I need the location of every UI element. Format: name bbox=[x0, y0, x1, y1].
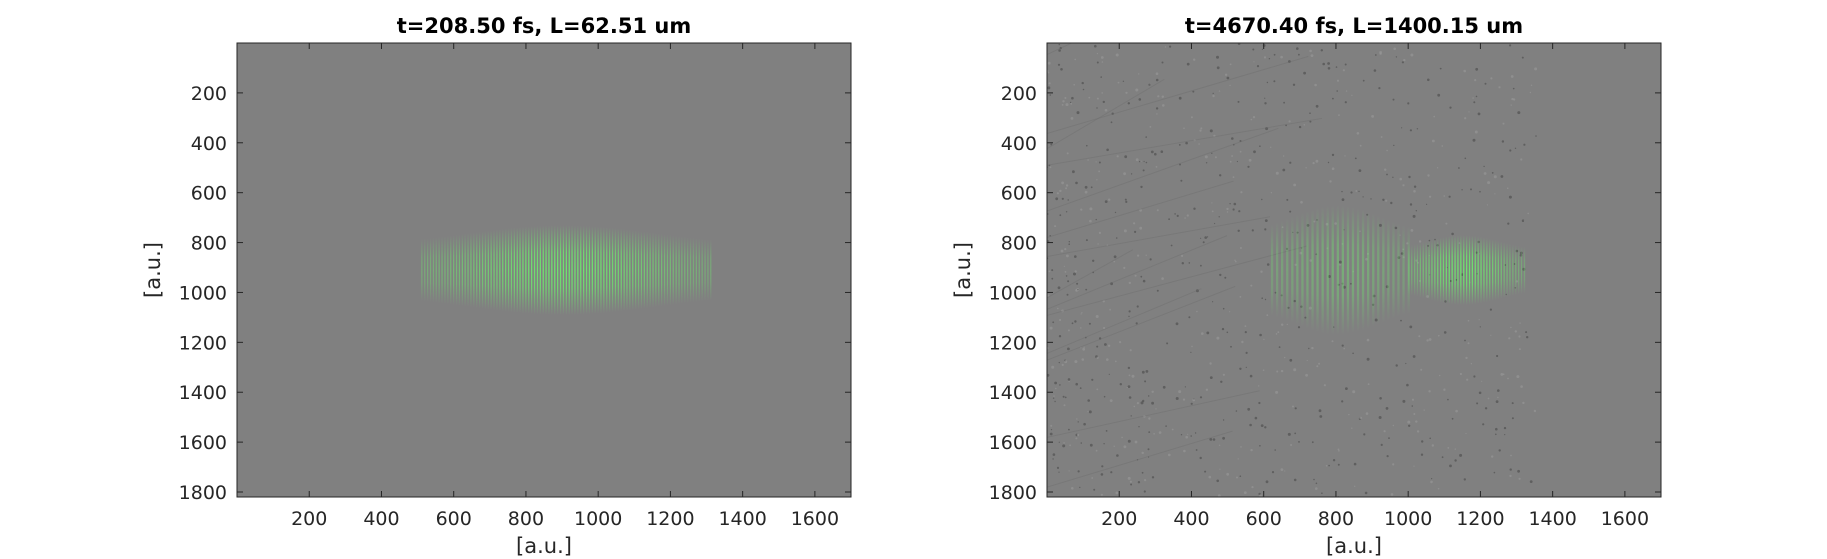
panel-title-left: t=208.50 fs, L=62.51 um bbox=[397, 14, 691, 38]
x-tick-label-right: 1400 bbox=[1528, 508, 1576, 530]
x-tick-label-right: 1000 bbox=[1384, 508, 1432, 530]
y-tick-label-right: 800 bbox=[1001, 233, 1037, 255]
heatmap-background-left bbox=[237, 43, 851, 497]
axes-frame-right bbox=[1046, 42, 1662, 498]
x-tick-label-right: 600 bbox=[1246, 508, 1282, 530]
x-tick-label-right: 400 bbox=[1173, 508, 1209, 530]
y-axis-label-right: [a.u.] bbox=[951, 242, 975, 298]
ticks-right: 200 400 600 800 1000 1200 1400 1600 200 400 600 800… bbox=[989, 43, 1661, 530]
pulse-right-0 bbox=[1408, 235, 1526, 305]
y-tick-label-left: 1200 bbox=[179, 332, 227, 354]
y-tick-label-right: 1000 bbox=[989, 282, 1037, 304]
x-tick-label-left: 600 bbox=[436, 508, 472, 530]
x-tick-label-left: 1200 bbox=[646, 508, 694, 530]
panel-right: t=4670.40 fs, L=1400.15 um [a.u.] [a.u.]… bbox=[951, 14, 1662, 558]
axes-frame-left bbox=[236, 42, 852, 498]
panel-left: t=208.50 fs, L=62.51 um [a.u.] [a.u.] 20… bbox=[141, 14, 852, 558]
plot-area-right bbox=[1047, 43, 1661, 497]
y-tick-label-right: 1600 bbox=[989, 432, 1037, 454]
x-tick-label-left: 400 bbox=[363, 508, 399, 530]
x-tick-label-left: 1400 bbox=[718, 508, 766, 530]
x-axis-label-right: [a.u.] bbox=[1326, 534, 1382, 558]
y-tick-label-right: 1200 bbox=[989, 332, 1037, 354]
ticks-left: 200 400 600 800 1000 1200 1400 1600 200 400 600 800… bbox=[179, 43, 851, 530]
y-tick-label-left: 1800 bbox=[179, 482, 227, 504]
y-tick-label-left: 1000 bbox=[179, 282, 227, 304]
y-tick-label-right: 1400 bbox=[989, 382, 1037, 404]
x-tick-label-right: 200 bbox=[1101, 508, 1137, 530]
x-tick-label-left: 1600 bbox=[791, 508, 839, 530]
y-tick-label-left: 1400 bbox=[179, 382, 227, 404]
pulse-right-1 bbox=[1270, 205, 1410, 335]
y-tick-label-right: 600 bbox=[1001, 183, 1037, 205]
noise-speckle-right bbox=[1047, 43, 1538, 497]
plot-area-left bbox=[237, 43, 851, 497]
y-tick-label-right: 200 bbox=[1001, 83, 1037, 105]
x-tick-label-right: 1200 bbox=[1456, 508, 1504, 530]
y-tick-label-left: 800 bbox=[191, 233, 227, 255]
pulse-left-0 bbox=[421, 225, 712, 315]
x-tick-label-right: 1600 bbox=[1601, 508, 1649, 530]
y-tick-label-left: 200 bbox=[191, 83, 227, 105]
x-tick-label-left: 1000 bbox=[574, 508, 622, 530]
y-tick-label-right: 400 bbox=[1001, 133, 1037, 155]
x-tick-label-left: 200 bbox=[291, 508, 327, 530]
y-tick-label-right: 1800 bbox=[989, 482, 1037, 504]
y-tick-label-left: 400 bbox=[191, 133, 227, 155]
x-axis-label-left: [a.u.] bbox=[516, 534, 572, 558]
y-tick-label-left: 1600 bbox=[179, 432, 227, 454]
y-axis-label-left: [a.u.] bbox=[141, 242, 165, 298]
y-tick-label-left: 600 bbox=[191, 183, 227, 205]
x-tick-label-left: 800 bbox=[508, 508, 544, 530]
x-tick-label-right: 800 bbox=[1318, 508, 1354, 530]
panel-title-right: t=4670.40 fs, L=1400.15 um bbox=[1185, 14, 1523, 38]
